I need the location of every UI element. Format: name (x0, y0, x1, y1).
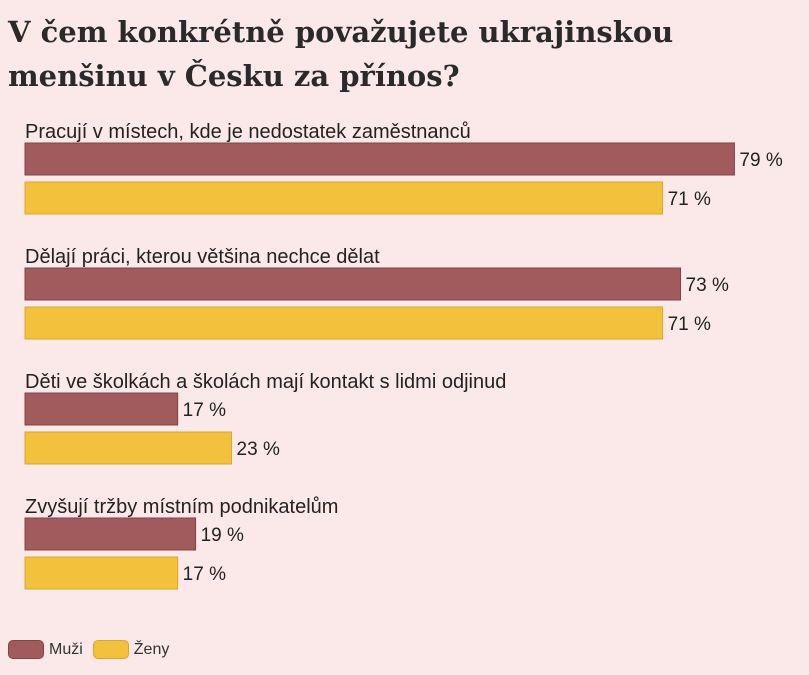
legend-swatch-muzi (8, 640, 44, 659)
value-label: 79 % (739, 150, 782, 171)
bar-zeny (24, 431, 233, 465)
bar-zeny (24, 181, 664, 215)
category-label: Děti ve školkách a školách mají kontakt … (25, 371, 506, 393)
category-label: Pracují v místech, kde je nedostatek zam… (25, 121, 471, 143)
bar-muzi (24, 392, 179, 426)
value-label: 17 % (183, 564, 226, 585)
value-label: 19 % (201, 525, 244, 546)
bar-muzi (24, 517, 197, 551)
legend-label-zeny: Ženy (133, 640, 170, 658)
value-label: 71 % (668, 189, 711, 210)
bar-zeny (24, 306, 664, 340)
value-label: 17 % (183, 400, 226, 421)
chart-title: V čem konkrétně považujete ukrajinskou m… (8, 15, 674, 93)
category-label: Dělají práci, kterou většina nechce děla… (25, 246, 380, 268)
legend-item-muzi: Muži (8, 640, 83, 659)
bar-muzi (24, 267, 682, 301)
bar-chart: Pracují v místech, kde je nedostatek zam… (24, 121, 783, 590)
value-label: 71 % (668, 314, 711, 335)
value-label: 73 % (686, 275, 729, 296)
legend: Muži Ženy (8, 640, 179, 659)
bar-muzi (24, 142, 735, 176)
bar-zeny (24, 556, 179, 590)
legend-label-muzi: Muži (49, 640, 83, 658)
category-label: Zvyšují tržby místním podnikatelům (25, 496, 338, 518)
value-label: 23 % (237, 439, 280, 460)
legend-item-zeny: Ženy (92, 640, 170, 659)
legend-swatch-zeny (92, 640, 129, 659)
